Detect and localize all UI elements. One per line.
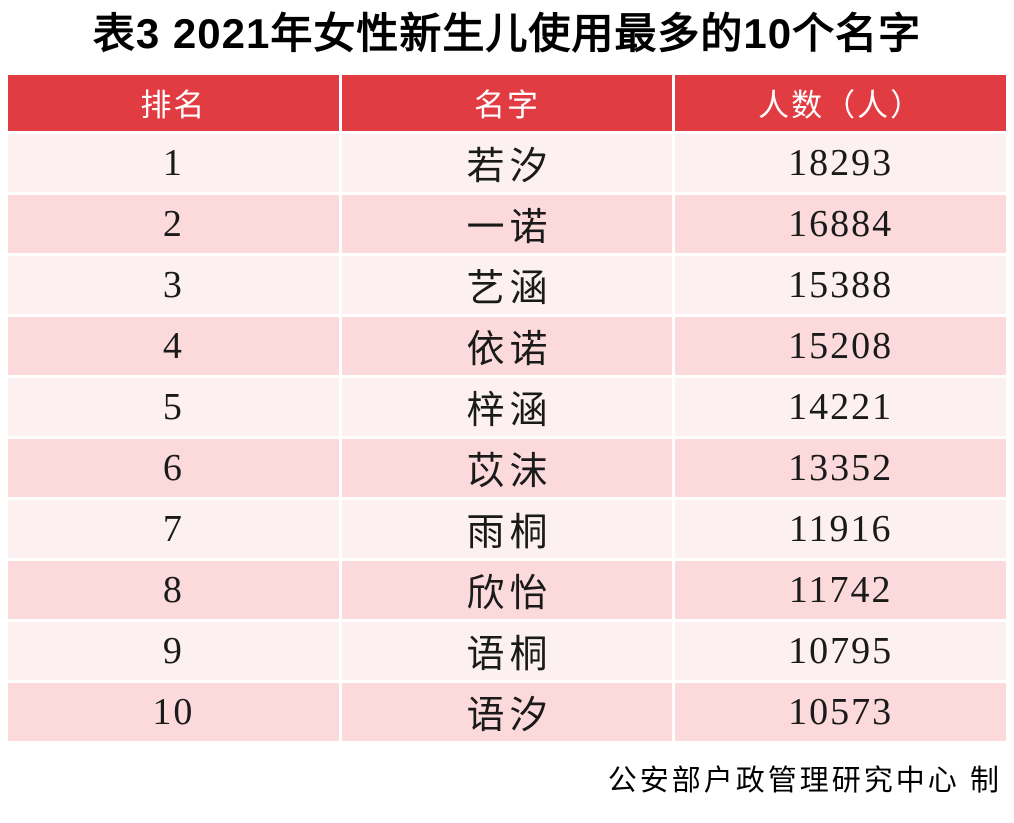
count-cell: 13352 (675, 438, 1006, 497)
rank-cell: 5 (8, 377, 339, 436)
name-cell: 依诺 (341, 316, 673, 375)
name-cell: 苡沫 (341, 438, 673, 497)
table-row: 10 语汐 10573 (8, 682, 1006, 741)
header-cell-count: 人数（人） (675, 74, 1006, 131)
rank-cell: 1 (8, 133, 339, 192)
rank-cell: 8 (8, 560, 339, 619)
table-row: 6 苡沫 13352 (8, 438, 1006, 497)
table-row: 5 梓涵 14221 (8, 377, 1006, 436)
table-title: 表3 2021年女性新生儿使用最多的10个名字 (92, 10, 922, 57)
name-cell: 若汐 (341, 133, 673, 192)
count-cell: 11742 (675, 560, 1006, 619)
table-row: 9 语桐 10795 (8, 621, 1006, 680)
source-credit: 公安部户政管理研究中心 制 (607, 764, 1002, 797)
header-cell-rank: 排名 (8, 74, 339, 131)
count-cell: 15208 (675, 316, 1006, 375)
count-cell: 10795 (675, 621, 1006, 680)
name-cell: 语桐 (341, 621, 673, 680)
names-table: 排名 名字 人数（人） 1 若汐 18293 2 一诺 16884 3 艺涵 1… (8, 74, 1006, 741)
count-cell: 15388 (675, 255, 1006, 314)
header-cell-name: 名字 (341, 74, 673, 131)
report-page: 表3 2021年女性新生儿使用最多的10个名字 排名 名字 人数（人） 1 若汐… (0, 8, 1014, 823)
table-row: 1 若汐 18293 (8, 133, 1006, 192)
rank-cell: 6 (8, 438, 339, 497)
rank-cell: 3 (8, 255, 339, 314)
count-cell: 11916 (675, 499, 1006, 558)
count-cell: 16884 (675, 194, 1006, 253)
table-row: 4 依诺 15208 (8, 316, 1006, 375)
name-cell: 一诺 (341, 194, 673, 253)
table-row: 7 雨桐 11916 (8, 499, 1006, 558)
name-cell: 艺涵 (341, 255, 673, 314)
count-cell: 18293 (675, 133, 1006, 192)
rank-cell: 7 (8, 499, 339, 558)
name-cell: 梓涵 (341, 377, 673, 436)
name-cell: 雨桐 (341, 499, 673, 558)
table-row: 8 欣怡 11742 (8, 560, 1006, 619)
table-header-row: 排名 名字 人数（人） (8, 74, 1006, 131)
name-cell: 欣怡 (341, 560, 673, 619)
rank-cell: 9 (8, 621, 339, 680)
table-row: 3 艺涵 15388 (8, 255, 1006, 314)
rank-cell: 4 (8, 316, 339, 375)
rank-cell: 2 (8, 194, 339, 253)
count-cell: 14221 (675, 377, 1006, 436)
count-cell: 10573 (675, 682, 1006, 741)
rank-cell: 10 (8, 682, 339, 741)
name-cell: 语汐 (341, 682, 673, 741)
table-row: 2 一诺 16884 (8, 194, 1006, 253)
